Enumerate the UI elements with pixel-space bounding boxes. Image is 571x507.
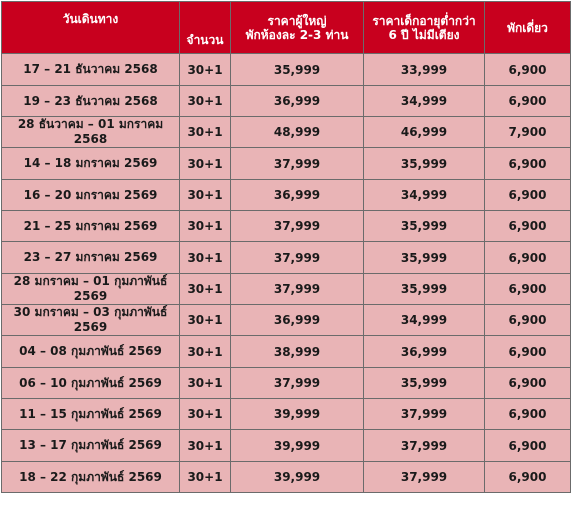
header-child-price-line1: ราคาเด็กอายุต่ำกว่า (372, 13, 476, 28)
cell-child-price: 35,999 (363, 210, 485, 242)
cell-quantity: 30+1 (179, 273, 231, 305)
cell-travel-period: 28 มกราคม – 01 กุมภาพันธ์ 2569 (1, 273, 180, 305)
cell-travel-period: 18 – 22 กุมภาพันธ์ 2569 (1, 461, 180, 493)
header-quantity: จำนวน (179, 1, 231, 54)
table-row: 28 มกราคม – 01 กุมภาพันธ์ 2569 30+1 37,999… (1, 273, 571, 305)
cell-single-supplement: 6,900 (484, 304, 571, 336)
cell-adult-price: 39,999 (230, 398, 364, 430)
cell-single-supplement: 6,900 (484, 147, 571, 180)
cell-quantity: 30+1 (179, 367, 231, 399)
cell-travel-period: 06 – 10 กุมภาพันธ์ 2569 (1, 367, 180, 399)
table-row: 06 – 10 กุมภาพันธ์ 2569 30+1 37,999 35,999 6… (1, 367, 571, 399)
cell-quantity: 30+1 (179, 241, 231, 274)
tour-price-table: วันเดินทาง จำนวน ราคาผู้ใหญ่ พักห้องละ 2… (1, 1, 571, 493)
cell-adult-price: 48,999 (230, 116, 364, 148)
cell-child-price: 35,999 (363, 147, 485, 180)
cell-child-price: 35,999 (363, 273, 485, 305)
cell-child-price: 35,999 (363, 241, 485, 274)
cell-quantity: 30+1 (179, 85, 231, 117)
cell-travel-period: 14 – 18 มกราคม 2569 (1, 147, 180, 180)
cell-child-price: 46,999 (363, 116, 485, 148)
table-row: 16 – 20 มกราคม 2569 30+1 36,999 34,999 6,900 (1, 179, 571, 211)
cell-adult-price: 36,999 (230, 85, 364, 117)
header-adult-price-line1: ราคาผู้ใหญ่ (267, 13, 327, 28)
cell-travel-period: 19 – 23 ธันวาคม 2568 (1, 85, 180, 117)
cell-child-price: 37,999 (363, 429, 485, 462)
cell-quantity: 30+1 (179, 116, 231, 148)
cell-adult-price: 36,999 (230, 304, 364, 336)
table-row: 23 – 27 มกราคม 2569 30+1 37,999 35,999 6,900 (1, 241, 571, 274)
cell-travel-period: 17 – 21 ธันวาคม 2568 (1, 53, 180, 86)
header-adult-price-line2: พักห้องละ 2-3 ท่าน (245, 27, 349, 42)
cell-travel-period: 30 มกราคม – 03 กุมภาพันธ์ 2569 (1, 304, 180, 336)
cell-single-supplement: 6,900 (484, 179, 571, 211)
cell-single-supplement: 6,900 (484, 210, 571, 242)
cell-quantity: 30+1 (179, 304, 231, 336)
cell-adult-price: 38,999 (230, 335, 364, 368)
table-row: 13 – 17 กุมภาพันธ์ 2569 30+1 39,999 37,999 6… (1, 429, 571, 462)
header-single-supplement: พักเดี่ยว (484, 1, 571, 54)
cell-child-price: 34,999 (363, 179, 485, 211)
cell-child-price: 35,999 (363, 367, 485, 399)
cell-quantity: 30+1 (179, 210, 231, 242)
table-row: 14 – 18 มกราคม 2569 30+1 37,999 35,999 6,900 (1, 147, 571, 180)
cell-single-supplement: 6,900 (484, 429, 571, 462)
cell-child-price: 36,999 (363, 335, 485, 368)
cell-single-supplement: 6,900 (484, 398, 571, 430)
header-child-price: ราคาเด็กอายุต่ำกว่า 6 ปี ไม่มีเตียง (363, 1, 485, 54)
table-row: 28 ธันวาคม – 01 มกราคม 2568 30+1 48,999 46,… (1, 116, 571, 148)
cell-single-supplement: 6,900 (484, 53, 571, 86)
cell-travel-period: 11 – 15 กุมภาพันธ์ 2569 (1, 398, 180, 430)
cell-adult-price: 37,999 (230, 210, 364, 242)
cell-child-price: 37,999 (363, 461, 485, 493)
cell-quantity: 30+1 (179, 335, 231, 368)
cell-adult-price: 37,999 (230, 273, 364, 305)
cell-travel-period: 16 – 20 มกราคม 2569 (1, 179, 180, 211)
cell-single-supplement: 6,900 (484, 85, 571, 117)
table-header-row: วันเดินทาง จำนวน ราคาผู้ใหญ่ พักห้องละ 2… (1, 1, 571, 54)
table-row: 30 มกราคม – 03 กุมภาพันธ์ 2569 30+1 36,999… (1, 304, 571, 336)
cell-single-supplement: 6,900 (484, 273, 571, 305)
header-adult-price: ราคาผู้ใหญ่ พักห้องละ 2-3 ท่าน (230, 1, 364, 54)
cell-child-price: 33,999 (363, 53, 485, 86)
cell-adult-price: 36,999 (230, 179, 364, 211)
cell-adult-price: 37,999 (230, 147, 364, 180)
cell-travel-period: 21 – 25 มกราคม 2569 (1, 210, 180, 242)
cell-child-price: 37,999 (363, 398, 485, 430)
cell-quantity: 30+1 (179, 429, 231, 462)
cell-single-supplement: 6,900 (484, 367, 571, 399)
cell-quantity: 30+1 (179, 53, 231, 86)
cell-travel-period: 23 – 27 มกราคม 2569 (1, 241, 180, 274)
table-row: 04 – 08 กุมภาพันธ์ 2569 30+1 38,999 36,999 6… (1, 335, 571, 368)
cell-travel-period: 28 ธันวาคม – 01 มกราคม 2568 (1, 116, 180, 148)
cell-adult-price: 39,999 (230, 429, 364, 462)
cell-quantity: 30+1 (179, 147, 231, 180)
cell-adult-price: 37,999 (230, 367, 364, 399)
cell-adult-price: 35,999 (230, 53, 364, 86)
cell-adult-price: 39,999 (230, 461, 364, 493)
table-row: 11 – 15 กุมภาพันธ์ 2569 30+1 39,999 37,999 6… (1, 398, 571, 430)
table-row: 17 – 21 ธันวาคม 2568 30+1 35,999 33,999 6,90… (1, 53, 571, 86)
cell-quantity: 30+1 (179, 179, 231, 211)
cell-travel-period: 13 – 17 กุมภาพันธ์ 2569 (1, 429, 180, 462)
cell-child-price: 34,999 (363, 304, 485, 336)
table-row: 19 – 23 ธันวาคม 2568 30+1 36,999 34,999 6,90… (1, 85, 571, 117)
cell-single-supplement: 7,900 (484, 116, 571, 148)
cell-single-supplement: 6,900 (484, 461, 571, 493)
cell-single-supplement: 6,900 (484, 241, 571, 274)
cell-travel-period: 04 – 08 กุมภาพันธ์ 2569 (1, 335, 180, 368)
cell-adult-price: 37,999 (230, 241, 364, 274)
cell-quantity: 30+1 (179, 398, 231, 430)
table-row: 21 – 25 มกราคม 2569 30+1 37,999 35,999 6,900 (1, 210, 571, 242)
table-row: 18 – 22 กุมภาพันธ์ 2569 30+1 39,999 37,999 6… (1, 461, 571, 493)
header-travel-period: วันเดินทาง (1, 1, 180, 54)
cell-single-supplement: 6,900 (484, 335, 571, 368)
cell-quantity: 30+1 (179, 461, 231, 493)
cell-child-price: 34,999 (363, 85, 485, 117)
header-child-price-line2: 6 ปี ไม่มีเตียง (388, 27, 460, 42)
